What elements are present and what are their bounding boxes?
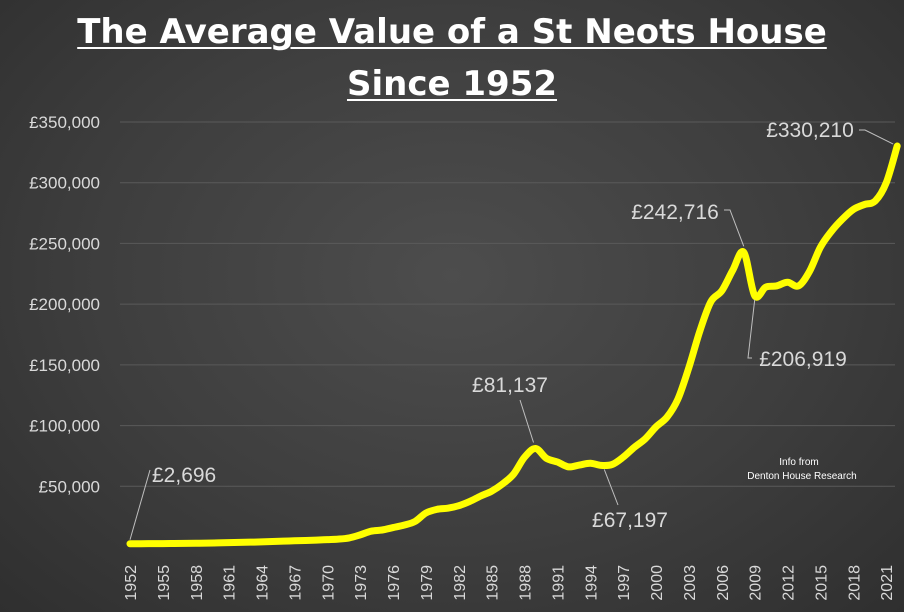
y-axis-ticks: £50,000 £100,000 £150,000 £200,000 £250,000 £… (29, 113, 100, 496)
x-tick-label: 1988 (518, 565, 535, 601)
x-tick-label: 1973 (353, 565, 370, 601)
x-tick-label: 2021 (879, 565, 896, 601)
x-tick-label: 2012 (781, 565, 798, 601)
y-tick-label: £350,000 (29, 113, 100, 132)
x-tick-label: 1958 (189, 565, 206, 601)
x-tick-label: 2003 (682, 565, 699, 601)
chart-title-line2: Since 1952 (346, 64, 558, 104)
x-tick-label: 1985 (485, 565, 502, 601)
annotation-leader (603, 469, 619, 506)
x-tick-label: 1970 (320, 565, 337, 601)
data-label: £242,716 (631, 201, 719, 224)
y-tick-label: £200,000 (29, 295, 100, 314)
y-tick-label: £150,000 (29, 356, 100, 375)
chart-title-line1: The Average Value of a St Neots House (77, 12, 827, 52)
data-annotations: £2,696 £81,137 £67,197 £242,716 £206,919 £330… (129, 119, 894, 540)
series-house-value (126, 142, 901, 548)
x-tick-label: 1964 (255, 565, 272, 601)
annotation-leader (724, 209, 745, 247)
annotation-leader (129, 469, 151, 540)
x-tick-label: 1952 (123, 565, 140, 601)
x-tick-label: 1961 (222, 565, 239, 601)
x-tick-label: 2009 (748, 565, 765, 601)
x-tick-label: 1982 (452, 565, 469, 601)
y-tick-label: £250,000 (29, 234, 100, 253)
x-tick-label: 2015 (813, 565, 830, 601)
y-tick-label: £300,000 (29, 174, 100, 193)
x-tick-label: 1955 (156, 565, 173, 601)
data-label: £81,137 (472, 374, 548, 397)
x-axis-ticks: 1952 1955 1958 1961 1964 1967 1970 1973 1976 1979… (123, 565, 896, 601)
source-note-line2: Denton House Research (747, 471, 857, 482)
y-tick-label: £50,000 (39, 477, 100, 496)
x-tick-label: 2000 (649, 565, 666, 601)
x-tick-label: 2006 (715, 565, 732, 601)
annotation-leader (747, 299, 756, 359)
x-tick-label: 1979 (419, 565, 436, 601)
y-tick-label: £100,000 (29, 417, 100, 436)
data-label: £330,210 (766, 119, 854, 142)
data-label: £67,197 (592, 509, 668, 532)
x-tick-label: 2018 (846, 565, 863, 601)
source-note-line1: Info from (779, 457, 818, 468)
x-tick-label: 1967 (287, 565, 304, 601)
data-label: £2,696 (152, 464, 216, 487)
annotation-leader (519, 399, 534, 443)
x-tick-label: 1994 (583, 565, 600, 601)
x-tick-label: 1991 (550, 565, 567, 601)
x-tick-label: 1976 (386, 565, 403, 601)
series-line (126, 142, 901, 548)
x-tick-label: 1997 (616, 565, 633, 601)
gridlines (120, 121, 895, 487)
data-label: £206,919 (759, 348, 847, 371)
annotation-leader (859, 129, 894, 145)
